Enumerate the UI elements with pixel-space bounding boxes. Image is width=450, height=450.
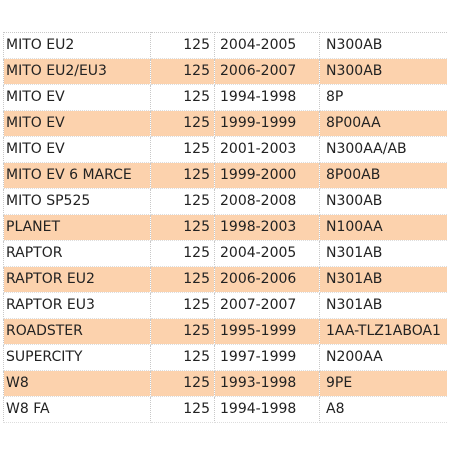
table-row[interactable]: MITO EV 125 1999-1999 8P00AA bbox=[3, 110, 447, 137]
years-cell: 1993-1998 bbox=[214, 370, 320, 397]
cc-cell: 125 bbox=[150, 344, 215, 371]
cc-cell: 125 bbox=[150, 84, 215, 111]
years-cell: 1999-1999 bbox=[214, 110, 320, 137]
years-cell: 2006-2007 bbox=[214, 58, 320, 85]
compatibility-table: MITO EU2 125 2004-2005 N300AB MITO EU2/E… bbox=[3, 32, 447, 423]
model-cell: MITO EU2 bbox=[3, 32, 151, 59]
model-cell: RAPTOR bbox=[3, 240, 151, 267]
table-row[interactable]: MITO EV 125 2001-2003 N300AA/AB bbox=[3, 136, 447, 163]
table-row[interactable]: MITO EU2 125 2004-2005 N300AB bbox=[3, 32, 447, 59]
table-row[interactable]: SUPERCITY 125 1997-1999 N200AA bbox=[3, 344, 447, 371]
cc-cell: 125 bbox=[150, 396, 215, 423]
cc-cell: 125 bbox=[150, 32, 215, 59]
model-cell: MITO EV 6 MARCE bbox=[3, 162, 151, 189]
cc-cell: 125 bbox=[150, 240, 215, 267]
years-cell: 1994-1998 bbox=[214, 84, 320, 111]
years-cell: 1994-1998 bbox=[214, 396, 320, 423]
model-cell: W8 bbox=[3, 370, 151, 397]
table-row[interactable]: MITO EV 6 MARCE 125 1999-2000 8P00AB bbox=[3, 162, 447, 189]
model-cell: PLANET bbox=[3, 214, 151, 241]
years-cell: 2004-2005 bbox=[214, 32, 320, 59]
table-body: MITO EU2 125 2004-2005 N300AB MITO EU2/E… bbox=[3, 32, 447, 423]
table-row[interactable]: MITO SP525 125 2008-2008 N300AB bbox=[3, 188, 447, 215]
model-cell: SUPERCITY bbox=[3, 344, 151, 371]
table-row[interactable]: MITO EU2/EU3 125 2006-2007 N300AB bbox=[3, 58, 447, 85]
table-row[interactable]: W8 FA 125 1994-1998 A8 bbox=[3, 396, 447, 423]
years-cell: 1999-2000 bbox=[214, 162, 320, 189]
code-cell: A8 bbox=[319, 396, 447, 423]
cc-cell: 125 bbox=[150, 188, 215, 215]
model-cell: MITO EV bbox=[3, 84, 151, 111]
model-cell: MITO EU2/EU3 bbox=[3, 58, 151, 85]
table-row[interactable]: W8 125 1993-1998 9PE bbox=[3, 370, 447, 397]
model-cell: RAPTOR EU3 bbox=[3, 292, 151, 319]
table-row[interactable]: RAPTOR 125 2004-2005 N301AB bbox=[3, 240, 447, 267]
code-cell: N300AB bbox=[319, 58, 447, 85]
code-cell: N300AB bbox=[319, 32, 447, 59]
years-cell: 2001-2003 bbox=[214, 136, 320, 163]
code-cell: N200AA bbox=[319, 344, 447, 371]
table-row[interactable]: RAPTOR EU3 125 2007-2007 N301AB bbox=[3, 292, 447, 319]
years-cell: 1995-1999 bbox=[214, 318, 320, 345]
model-cell: ROADSTER bbox=[3, 318, 151, 345]
cc-cell: 125 bbox=[150, 318, 215, 345]
code-cell: N300AB bbox=[319, 188, 447, 215]
code-cell: 1AA-TLZ1ABOA1 bbox=[319, 318, 447, 345]
code-cell: 8P bbox=[319, 84, 447, 111]
code-cell: N301AB bbox=[319, 240, 447, 267]
code-cell: 8P00AB bbox=[319, 162, 447, 189]
cc-cell: 125 bbox=[150, 58, 215, 85]
table-row[interactable]: ROADSTER 125 1995-1999 1AA-TLZ1ABOA1 bbox=[3, 318, 447, 345]
code-cell: 8P00AA bbox=[319, 110, 447, 137]
cc-cell: 125 bbox=[150, 110, 215, 137]
code-cell: 9PE bbox=[319, 370, 447, 397]
table-row[interactable]: RAPTOR EU2 125 2006-2006 N301AB bbox=[3, 266, 447, 293]
cc-cell: 125 bbox=[150, 370, 215, 397]
years-cell: 2006-2006 bbox=[214, 266, 320, 293]
years-cell: 2008-2008 bbox=[214, 188, 320, 215]
code-cell: N301AB bbox=[319, 292, 447, 319]
years-cell: 1998-2003 bbox=[214, 214, 320, 241]
cc-cell: 125 bbox=[150, 214, 215, 241]
years-cell: 2007-2007 bbox=[214, 292, 320, 319]
table-row[interactable]: PLANET 125 1998-2003 N100AA bbox=[3, 214, 447, 241]
model-cell: RAPTOR EU2 bbox=[3, 266, 151, 293]
model-cell: MITO EV bbox=[3, 136, 151, 163]
years-cell: 1997-1999 bbox=[214, 344, 320, 371]
table-row[interactable]: MITO EV 125 1994-1998 8P bbox=[3, 84, 447, 111]
cc-cell: 125 bbox=[150, 162, 215, 189]
code-cell: N300AA/AB bbox=[319, 136, 447, 163]
years-cell: 2004-2005 bbox=[214, 240, 320, 267]
code-cell: N100AA bbox=[319, 214, 447, 241]
cc-cell: 125 bbox=[150, 136, 215, 163]
cc-cell: 125 bbox=[150, 266, 215, 293]
model-cell: W8 FA bbox=[3, 396, 151, 423]
model-cell: MITO EV bbox=[3, 110, 151, 137]
model-cell: MITO SP525 bbox=[3, 188, 151, 215]
code-cell: N301AB bbox=[319, 266, 447, 293]
cc-cell: 125 bbox=[150, 292, 215, 319]
